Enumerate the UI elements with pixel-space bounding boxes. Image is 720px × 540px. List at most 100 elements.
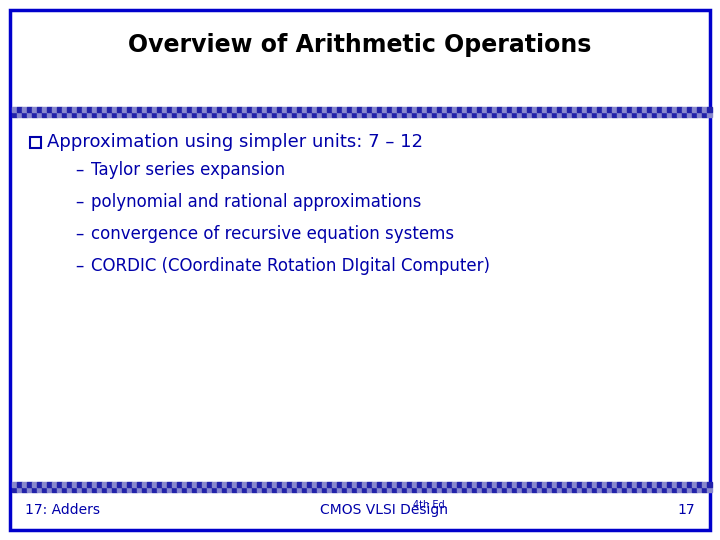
Bar bbox=[367, 482, 372, 487]
Bar bbox=[472, 482, 477, 487]
Bar bbox=[147, 487, 152, 492]
Bar bbox=[572, 487, 577, 492]
Bar bbox=[607, 487, 612, 492]
Bar bbox=[297, 112, 302, 117]
Bar bbox=[362, 107, 367, 112]
Bar bbox=[272, 482, 277, 487]
Bar bbox=[542, 487, 547, 492]
Bar bbox=[297, 482, 302, 487]
Bar bbox=[607, 482, 612, 487]
Bar bbox=[152, 112, 157, 117]
Bar bbox=[637, 112, 642, 117]
Bar bbox=[672, 482, 677, 487]
Bar bbox=[147, 112, 152, 117]
Bar bbox=[32, 482, 37, 487]
Bar bbox=[667, 487, 672, 492]
Bar bbox=[142, 107, 147, 112]
Bar bbox=[127, 487, 132, 492]
Bar bbox=[72, 487, 77, 492]
Bar bbox=[347, 112, 352, 117]
Bar bbox=[192, 482, 197, 487]
Bar bbox=[247, 112, 252, 117]
Bar bbox=[442, 482, 447, 487]
Bar bbox=[517, 487, 522, 492]
Text: CMOS VLSI Design: CMOS VLSI Design bbox=[320, 503, 448, 517]
Bar bbox=[122, 112, 127, 117]
Bar bbox=[17, 107, 22, 112]
Bar bbox=[467, 482, 472, 487]
Bar bbox=[367, 487, 372, 492]
Bar bbox=[287, 482, 292, 487]
Bar bbox=[592, 487, 597, 492]
Bar bbox=[362, 112, 367, 117]
Bar bbox=[242, 107, 247, 112]
Bar bbox=[497, 482, 502, 487]
Bar bbox=[32, 487, 37, 492]
Bar bbox=[682, 482, 687, 487]
Bar bbox=[182, 482, 187, 487]
Bar bbox=[292, 482, 297, 487]
Bar bbox=[302, 107, 307, 112]
Bar bbox=[632, 112, 637, 117]
Bar bbox=[257, 482, 262, 487]
Bar bbox=[327, 107, 332, 112]
Bar bbox=[362, 482, 367, 487]
Bar bbox=[422, 482, 427, 487]
Bar bbox=[217, 482, 222, 487]
Bar bbox=[27, 487, 32, 492]
Bar bbox=[302, 112, 307, 117]
Bar bbox=[172, 487, 177, 492]
Bar bbox=[637, 482, 642, 487]
Bar bbox=[27, 482, 32, 487]
Text: 4th Ed.: 4th Ed. bbox=[413, 500, 448, 510]
Bar bbox=[687, 482, 692, 487]
Bar bbox=[377, 487, 382, 492]
Text: 17: Adders: 17: Adders bbox=[25, 503, 100, 517]
Bar bbox=[627, 112, 632, 117]
Bar bbox=[307, 487, 312, 492]
Bar bbox=[547, 107, 552, 112]
Bar bbox=[387, 482, 392, 487]
Bar bbox=[657, 112, 662, 117]
Bar bbox=[677, 112, 682, 117]
Text: Approximation using simpler units: 7 – 12: Approximation using simpler units: 7 – 1… bbox=[47, 133, 423, 151]
Bar bbox=[542, 107, 547, 112]
Bar bbox=[317, 487, 322, 492]
Bar bbox=[492, 482, 497, 487]
Bar bbox=[137, 107, 142, 112]
Bar bbox=[257, 487, 262, 492]
Bar bbox=[602, 487, 607, 492]
Bar bbox=[272, 112, 277, 117]
Bar bbox=[82, 487, 87, 492]
Bar bbox=[402, 107, 407, 112]
Bar bbox=[432, 112, 437, 117]
Bar bbox=[492, 487, 497, 492]
Bar bbox=[647, 107, 652, 112]
Bar bbox=[262, 482, 267, 487]
Bar bbox=[42, 482, 47, 487]
Bar bbox=[132, 482, 137, 487]
Bar bbox=[697, 112, 702, 117]
Bar bbox=[257, 112, 262, 117]
Bar bbox=[462, 107, 467, 112]
Text: –: – bbox=[75, 225, 84, 243]
Bar bbox=[517, 112, 522, 117]
Bar bbox=[352, 482, 357, 487]
Bar bbox=[417, 487, 422, 492]
Text: –: – bbox=[75, 161, 84, 179]
Bar bbox=[107, 112, 112, 117]
Bar bbox=[622, 112, 627, 117]
Bar bbox=[697, 487, 702, 492]
Bar bbox=[127, 107, 132, 112]
Bar bbox=[312, 482, 317, 487]
Bar bbox=[162, 487, 167, 492]
Bar bbox=[697, 107, 702, 112]
Bar bbox=[522, 482, 527, 487]
Bar bbox=[342, 112, 347, 117]
Bar bbox=[202, 482, 207, 487]
Bar bbox=[417, 112, 422, 117]
Bar bbox=[447, 107, 452, 112]
Bar bbox=[702, 487, 707, 492]
Bar bbox=[227, 487, 232, 492]
Bar bbox=[682, 112, 687, 117]
